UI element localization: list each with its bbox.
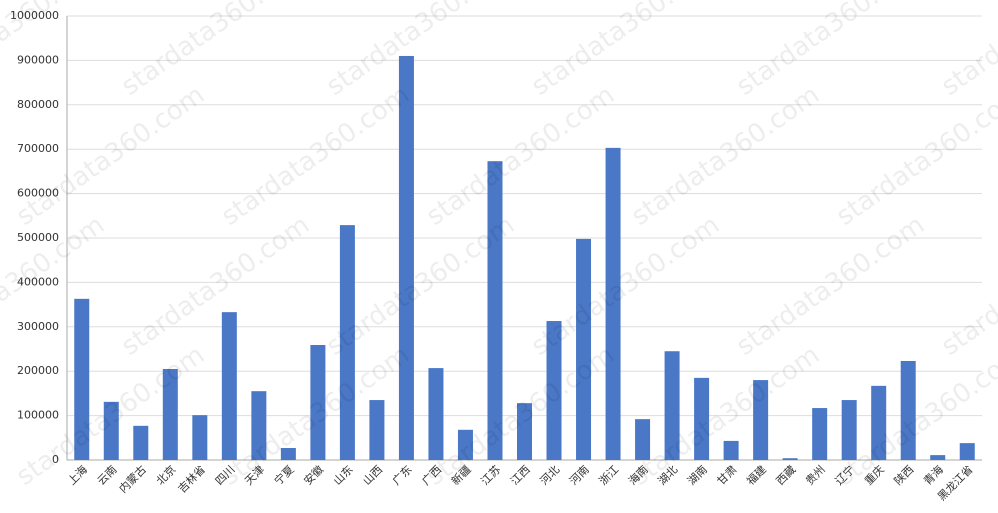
bar <box>959 443 975 460</box>
bar <box>369 400 385 460</box>
bar <box>457 429 473 460</box>
bar <box>723 440 739 460</box>
x-tick-label: 吉林省 <box>175 462 208 495</box>
bar <box>576 238 592 460</box>
bar <box>221 312 237 460</box>
y-tick-label: 300000 <box>17 320 59 333</box>
x-tick-label: 甘肃 <box>715 463 740 488</box>
x-tick-label: 江苏 <box>478 463 503 488</box>
watermark: stardata360.com <box>216 80 415 232</box>
bar <box>753 380 769 460</box>
x-tick-label: 湖南 <box>685 463 710 488</box>
bar <box>192 415 208 460</box>
y-tick-label: 900000 <box>17 53 59 66</box>
watermark: stardata360.com <box>421 80 620 232</box>
y-tick-label: 500000 <box>17 231 59 244</box>
bar <box>103 401 119 460</box>
x-tick-label: 河北 <box>538 463 563 488</box>
x-tick-label: 内蒙古 <box>116 462 149 495</box>
watermark: stardata360.com <box>731 210 930 362</box>
watermark: stardata360.com <box>626 80 825 232</box>
bar <box>251 391 267 460</box>
x-tick-label: 西藏 <box>774 463 799 488</box>
x-tick-label: 河南 <box>567 463 592 488</box>
bar <box>339 225 355 460</box>
bar <box>635 419 651 460</box>
x-tick-label: 山东 <box>331 463 356 488</box>
watermark: stardata360.com <box>731 0 930 102</box>
x-tick-label: 山西 <box>360 463 385 488</box>
bar <box>664 351 680 460</box>
bar <box>517 403 532 460</box>
x-tick-label: 青海 <box>921 462 946 487</box>
x-tick-label: 宁夏 <box>271 462 296 487</box>
watermark: stardata360.com <box>526 0 725 102</box>
bar <box>900 360 916 460</box>
watermark: stardata360.com <box>526 210 725 362</box>
y-tick-label: 800000 <box>17 98 59 111</box>
bar <box>871 385 887 460</box>
x-tick-label: 贵州 <box>803 463 828 488</box>
x-tick-label: 安徽 <box>301 462 326 487</box>
watermark: stardata360.com <box>321 0 520 102</box>
watermark: stardata360.com <box>831 80 998 232</box>
x-tick-label: 福建 <box>743 462 768 487</box>
x-tick-label: 广东 <box>390 463 415 488</box>
bar <box>487 161 503 461</box>
bar <box>930 455 946 460</box>
bar <box>605 147 621 461</box>
x-tick-label: 江西 <box>508 463 533 488</box>
watermark: stardata360.com <box>116 0 315 102</box>
x-tick-label: 上海 <box>65 462 90 487</box>
watermark: stardata360.com <box>936 210 998 362</box>
y-tick-label: 700000 <box>17 142 59 155</box>
watermark: stardata360.com <box>116 210 315 362</box>
bar <box>694 377 710 460</box>
watermark: stardata360.com <box>936 0 998 102</box>
bar <box>398 55 414 461</box>
bar <box>133 425 149 460</box>
y-tick-label: 600000 <box>17 187 59 200</box>
bar <box>782 458 798 460</box>
bar <box>74 298 90 460</box>
y-tick-label: 400000 <box>17 275 59 288</box>
bar <box>428 368 444 460</box>
x-tick-label: 北京 <box>153 462 178 487</box>
bar <box>162 368 178 460</box>
x-tick-label: 浙江 <box>597 463 622 488</box>
x-tick-label: 云南 <box>95 463 120 488</box>
bar <box>812 408 828 460</box>
y-tick-label: 1000000 <box>10 9 59 22</box>
x-tick-label: 陕西 <box>891 462 916 487</box>
bar <box>310 345 326 460</box>
y-tick-label: 0 <box>52 453 59 466</box>
bar <box>280 448 296 460</box>
y-tick-label: 200000 <box>17 364 59 377</box>
bar <box>841 400 857 460</box>
bar <box>546 321 562 460</box>
y-tick-label: 100000 <box>17 409 59 422</box>
